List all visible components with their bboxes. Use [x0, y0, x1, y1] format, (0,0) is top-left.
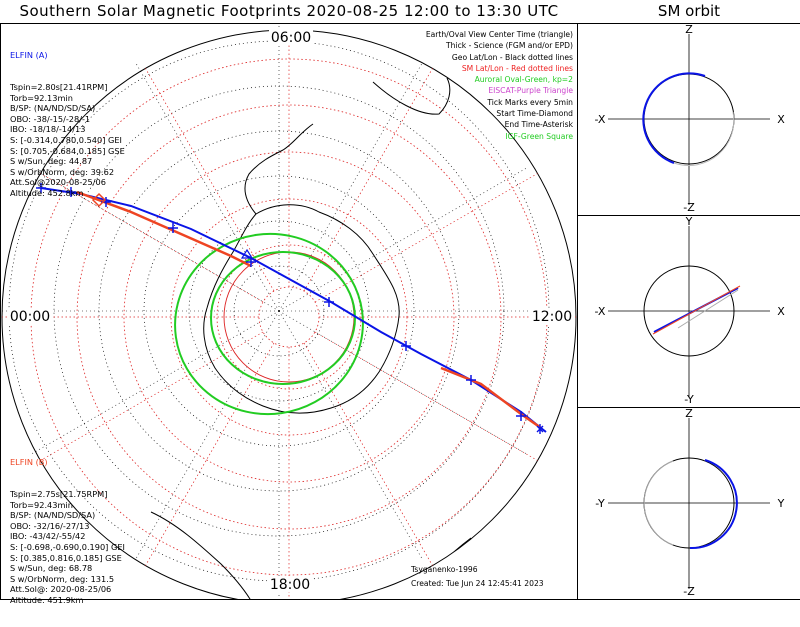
elfin-b-line: Att.Sol@: 2020-08-25/06	[10, 584, 112, 595]
orbit-axis-right: Y	[777, 497, 785, 510]
elfin-b-line: IBO: -43/42/-55/42	[10, 531, 86, 542]
orbit-title: SM orbit	[657, 2, 721, 20]
legend-item: Tick Marks every 5min	[487, 97, 573, 107]
time-label-left: 00:00	[10, 309, 50, 325]
elfin-b-name: ELFIN (B)	[10, 457, 48, 468]
elfin-a-line: IBO: -18/18/-14/13	[10, 124, 86, 135]
orbit-axis-top: Z	[685, 408, 693, 420]
orbit-axis-top: Y	[685, 216, 693, 228]
auroral-oval	[174, 232, 364, 416]
orbit-plot-xy: Y -Y -X X	[595, 215, 786, 406]
elfin-a-line: S: [0.705,-0.684,0.185] GSE	[10, 145, 125, 156]
elfin-b-line: Torb=92.43min	[10, 499, 73, 510]
elfin-b-info: ELFIN (B) Tspin=2.75s[21.75RPM] Torb=92.4…	[10, 436, 125, 627]
orbit-axis-left: -X	[595, 305, 606, 318]
elfin-b-line: S w/OrbNorm, deg: 131.5	[10, 573, 115, 584]
orbit-panel-yz: Z -Z -Y Y	[577, 407, 800, 600]
created-timestamp: Created: Tue Jun 24 12:45:41 2023	[411, 579, 544, 588]
elfin-a-line: S w/OrbNorm, deg: 39.62	[10, 166, 115, 177]
elfin-b-line: Tspin=2.75s[21.75RPM]	[10, 488, 108, 499]
orbit-axis-top: Z	[685, 24, 693, 36]
orbit-axis-right: X	[777, 305, 785, 318]
orbit-axis-left: -Y	[595, 497, 605, 510]
legend-item: Geo Lat/Lon - Black dotted lines	[451, 52, 573, 62]
time-label-bottom: 18:00	[270, 577, 310, 593]
elfin-a-line: S: [-0.314,0.780,0.540] GEI	[10, 134, 122, 145]
orbit-plot-yz: Z -Z -Y Y	[595, 407, 785, 598]
footprint-map: 06:00 00:00 12:00 18:00	[1, 24, 577, 599]
legend-item: Auroral Oval-Green, kp=2	[474, 75, 573, 85]
elfin-b-line: B/SP: (NA/ND/SD/SA)	[10, 510, 96, 521]
page-title: Southern Solar Magnetic Footprints 2020-…	[19, 2, 559, 20]
satellite-tracks	[36, 183, 547, 434]
orbit-panel-xz: Z -Z -X X	[577, 23, 800, 216]
legend-item: Earth/Oval View Center Time (triangle)	[425, 30, 573, 39]
elfin-b-line: S: [-0.698,-0.690,0.190] GEI	[10, 541, 125, 552]
orbit-axis-bottom: -Z	[683, 585, 695, 598]
time-label-top: 06:00	[271, 30, 311, 46]
elfin-a-name: ELFIN (A)	[10, 50, 48, 61]
footprint-map-panel: 06:00 00:00 12:00 18:00 ELFIN (A) Tspin=…	[0, 23, 578, 605]
time-label-right: 12:00	[532, 309, 572, 325]
elfin-b-line: S w/Sun, deg: 68.78	[10, 563, 93, 574]
legend-item: IGF-Green Square	[505, 131, 573, 141]
legend-item: Start Time-Diamond	[496, 109, 573, 119]
orbit-axis-bottom: -Z	[683, 201, 695, 214]
map-legend: Earth/Oval View Center Time (triangle) Th…	[426, 29, 573, 142]
elfin-a-line: Tspin=2.80s[21.41RPM]	[10, 81, 108, 92]
legend-item: End Time-Asterisk	[504, 120, 573, 130]
elfin-a-line: B/SP: (NA/ND/SD/SA)	[10, 103, 96, 114]
orbit-axis-right: X	[777, 113, 785, 126]
orbit-axis-bottom: -Y	[684, 393, 694, 406]
legend-item: Thick - Science (FGM and/or EPD)	[446, 41, 573, 51]
elfin-b-line: S: [0.385,0.816,0.185] GSE	[10, 552, 122, 563]
elfin-b-line: Altitude: 451.9km	[10, 594, 84, 605]
elfin-a-line: Torb=92.13min	[10, 92, 73, 103]
legend-item: EISCAT-Purple Triangle	[488, 86, 573, 96]
elfin-b-line: OBO: -32/16/-27/13	[10, 520, 90, 531]
legend-item: SM Lat/Lon - Red dotted lines	[461, 63, 573, 73]
orbit-axis-left: -X	[595, 113, 606, 126]
model-credit: Tsyganenko-1996	[411, 565, 478, 574]
elfin-a-line: S w/Sun, deg: 44.87	[10, 156, 93, 167]
orbit-panel-xy: Y -Y -X X	[577, 215, 800, 408]
elfin-a-line: Altitude: 452.8km	[10, 187, 84, 198]
elfin-a-info: ELFIN (A) Tspin=2.80s[21.41RPM] Torb=92.1…	[10, 29, 125, 220]
map-grid	[1, 24, 577, 599]
elfin-a-line: OBO: -38/-15/-28/-1	[10, 113, 91, 124]
orbit-plot-xz: Z -Z -X X	[595, 23, 786, 214]
elfin-a-line: Att.Sol@2020-08-25/06	[10, 177, 106, 188]
continent-outlines	[150, 77, 472, 599]
